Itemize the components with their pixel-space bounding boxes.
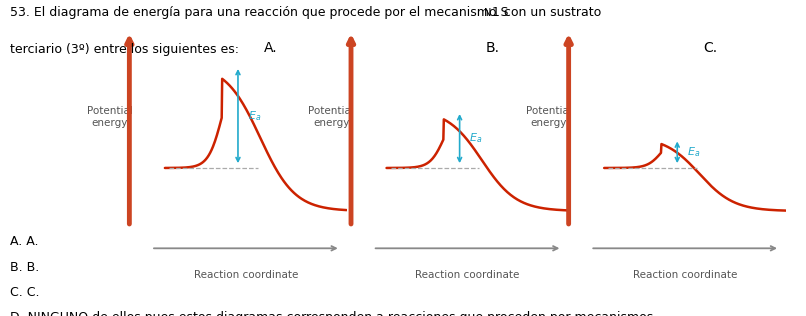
Text: Reaction coordinate: Reaction coordinate <box>633 270 737 280</box>
Text: Potential
energy: Potential energy <box>309 106 354 128</box>
Text: 1 con un sustrato: 1 con un sustrato <box>492 6 601 19</box>
Text: Potential
energy: Potential energy <box>87 106 132 128</box>
Text: B. B.: B. B. <box>10 261 39 274</box>
Text: 53. El diagrama de energía para una reacción que procede por el mecanismo S: 53. El diagrama de energía para una reac… <box>10 6 509 19</box>
Text: Potential
energy: Potential energy <box>526 106 571 128</box>
Text: A. A.: A. A. <box>10 235 39 248</box>
Text: C.: C. <box>703 41 717 55</box>
Text: D. NINGUNO de ellos pues estos diagramas corresponden a reacciones que proceden : D. NINGUNO de ellos pues estos diagramas… <box>10 311 654 316</box>
Text: $E_a$: $E_a$ <box>687 145 700 159</box>
Text: B.: B. <box>485 41 499 55</box>
Text: $E_a$: $E_a$ <box>247 109 261 123</box>
Text: Reaction coordinate: Reaction coordinate <box>193 270 298 280</box>
Text: $E_a$: $E_a$ <box>469 132 483 145</box>
Text: A.: A. <box>264 41 277 55</box>
Text: terciario (3º) entre los siguientes es:: terciario (3º) entre los siguientes es: <box>10 43 239 56</box>
Text: N: N <box>484 8 492 18</box>
Text: Reaction coordinate: Reaction coordinate <box>415 270 520 280</box>
Text: C. C.: C. C. <box>10 286 40 299</box>
